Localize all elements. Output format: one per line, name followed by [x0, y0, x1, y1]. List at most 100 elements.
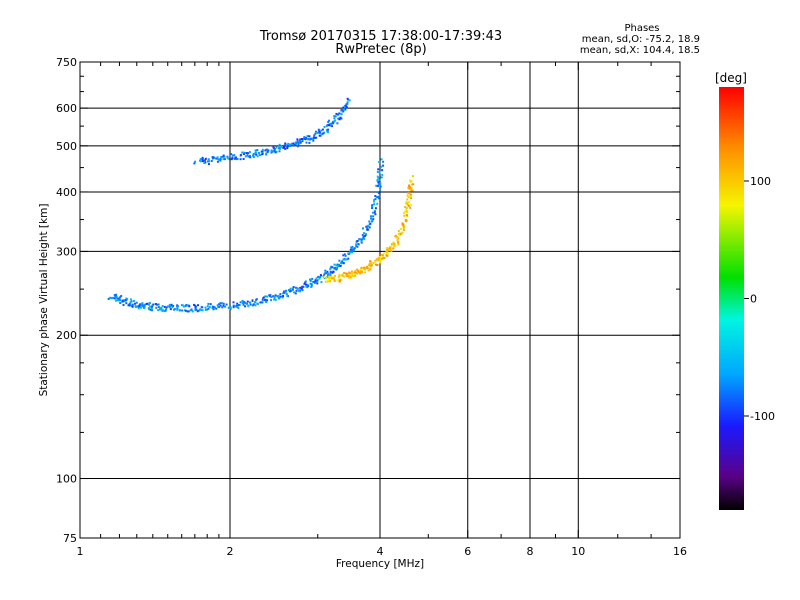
- data-point: [199, 308, 201, 311]
- data-point: [289, 287, 292, 290]
- x-tick-label: 6: [464, 545, 471, 558]
- data-point: [347, 273, 350, 276]
- data-point: [395, 236, 398, 239]
- data-point: [316, 279, 319, 282]
- data-point: [360, 241, 363, 244]
- data-point: [358, 238, 361, 241]
- data-point: [397, 243, 400, 246]
- data-point: [339, 261, 342, 264]
- data-point: [222, 158, 225, 161]
- data-point: [244, 155, 247, 158]
- data-point: [327, 273, 329, 276]
- data-point: [410, 187, 413, 190]
- data-point: [357, 243, 360, 246]
- data-point: [272, 295, 275, 298]
- data-point: [142, 305, 145, 307]
- data-point: [397, 241, 400, 243]
- data-point: [356, 245, 359, 248]
- data-point: [133, 300, 135, 302]
- data-point: [233, 154, 236, 157]
- data-point: [330, 271, 332, 274]
- data-point: [261, 301, 264, 304]
- data-point: [122, 299, 124, 302]
- data-point: [330, 276, 333, 279]
- data-point: [386, 251, 389, 254]
- data-point: [194, 305, 197, 308]
- data-point: [383, 257, 386, 259]
- data-point: [286, 145, 289, 147]
- data-point: [374, 209, 377, 212]
- data-point: [207, 158, 210, 161]
- data-point: [200, 309, 203, 312]
- data-point: [186, 304, 189, 307]
- data-point: [374, 207, 377, 210]
- data-point: [370, 263, 373, 266]
- y-tick-label: 200: [56, 329, 77, 342]
- data-point: [323, 131, 326, 134]
- data-point: [134, 302, 137, 305]
- data-point: [351, 274, 354, 277]
- data-point: [219, 302, 222, 305]
- data-point: [378, 192, 381, 195]
- data-point: [315, 277, 318, 280]
- data-point: [364, 271, 366, 274]
- data-point: [157, 306, 160, 308]
- data-point: [129, 298, 132, 301]
- data-point: [163, 305, 166, 308]
- data-point: [265, 152, 268, 155]
- data-point: [388, 249, 391, 252]
- data-point: [369, 260, 372, 263]
- data-point: [397, 230, 400, 232]
- data-point: [241, 302, 244, 304]
- data-point: [270, 299, 272, 302]
- data-point: [174, 307, 177, 310]
- data-point: [179, 309, 182, 312]
- data-point: [224, 158, 226, 161]
- y-tick-label: 100: [56, 473, 77, 486]
- data-point: [334, 266, 336, 269]
- data-point: [408, 185, 410, 188]
- data-point: [359, 269, 362, 272]
- data-point: [332, 270, 335, 273]
- data-point: [288, 290, 291, 293]
- data-point: [409, 179, 412, 182]
- data-point: [151, 305, 154, 308]
- data-point: [151, 309, 154, 312]
- data-point: [409, 204, 412, 206]
- data-point: [376, 170, 379, 173]
- data-point: [327, 128, 330, 131]
- data-point: [356, 272, 359, 275]
- data-point: [290, 143, 293, 146]
- data-point: [283, 290, 285, 293]
- data-point: [335, 268, 338, 271]
- data-point: [387, 249, 390, 252]
- data-point: [216, 156, 219, 159]
- data-point: [383, 252, 386, 255]
- data-point: [278, 145, 281, 148]
- data-point: [212, 307, 215, 310]
- data-point: [377, 257, 380, 260]
- data-point: [394, 244, 397, 247]
- data-point: [404, 206, 407, 209]
- data-point: [256, 155, 259, 158]
- data-point: [221, 306, 224, 309]
- data-point: [371, 204, 374, 207]
- data-point: [212, 305, 215, 308]
- data-point: [332, 121, 335, 124]
- colorbar-unit-label: [deg]: [715, 71, 747, 85]
- data-point: [128, 302, 131, 305]
- data-point: [402, 223, 405, 226]
- data-point: [204, 306, 207, 309]
- data-point: [345, 272, 347, 275]
- data-point: [363, 232, 365, 235]
- data-point: [289, 145, 292, 147]
- data-point: [350, 270, 353, 273]
- phase-info-o-line: mean, sd,O: -75.2, 18.9: [582, 34, 700, 45]
- data-point: [260, 150, 263, 153]
- data-point: [407, 201, 410, 204]
- data-point: [347, 252, 350, 255]
- y-tick-label: 400: [56, 186, 77, 199]
- data-point: [230, 158, 233, 161]
- data-point: [344, 275, 347, 278]
- data-point: [326, 276, 329, 278]
